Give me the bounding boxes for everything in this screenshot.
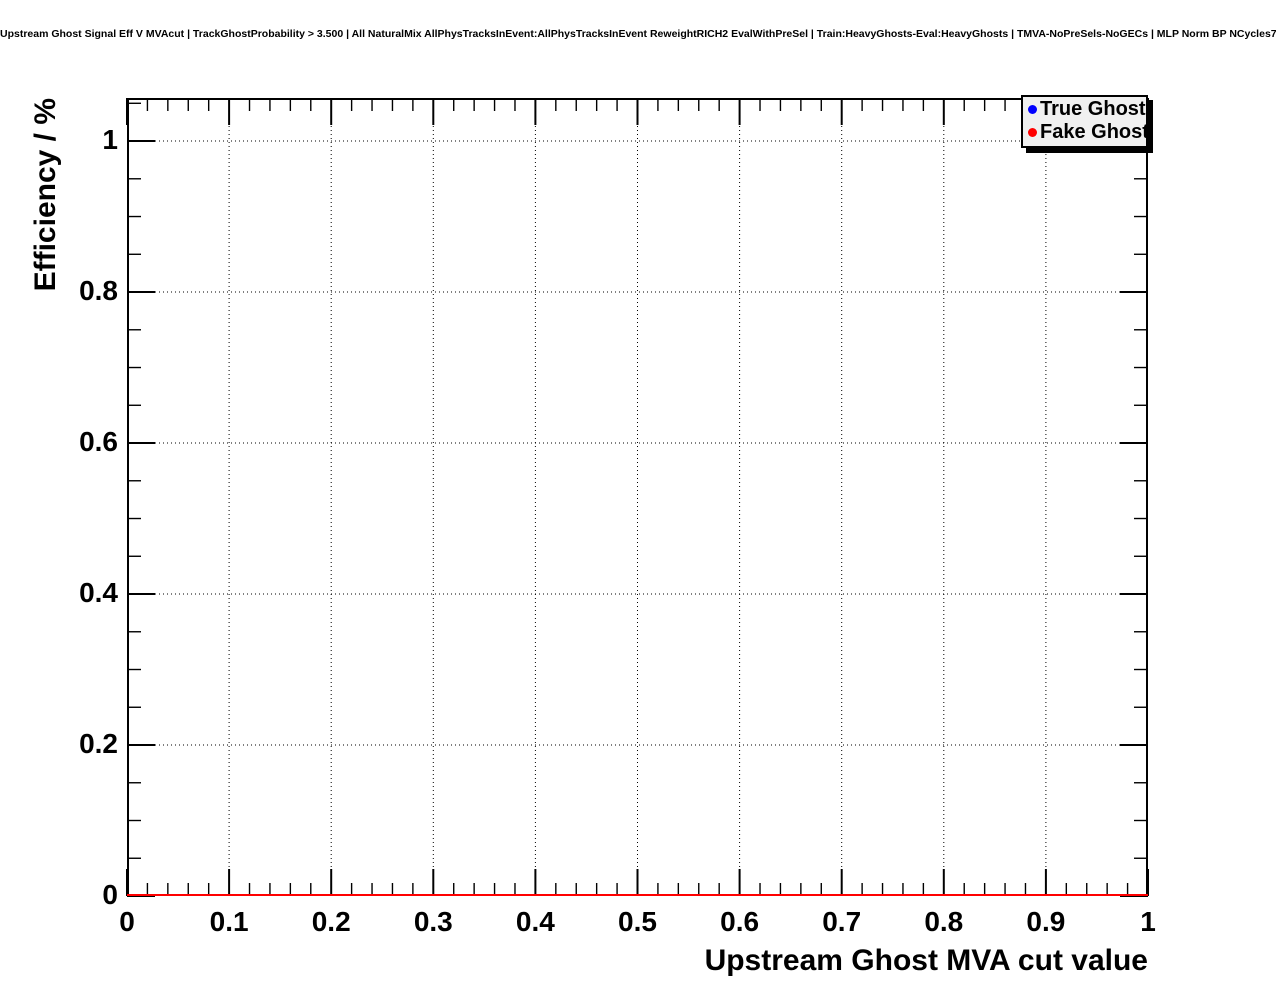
legend: True Ghost Fake Ghost	[1021, 95, 1149, 148]
plot-frame	[126, 98, 1149, 897]
x-tick-label: 0.9	[1026, 906, 1066, 937]
legend-marker-true-ghost-icon	[1028, 105, 1037, 114]
legend-entry-true-ghost: True Ghost	[1023, 98, 1146, 121]
y-tick-label: 0.4	[79, 577, 118, 608]
y-tick-label: 0	[102, 879, 118, 910]
legend-label-fake-ghost: Fake Ghost	[1040, 121, 1149, 143]
y-tick-label: 0.8	[79, 275, 118, 307]
x-tick-label: 0.2	[311, 906, 351, 937]
x-tick-label: 0.1	[209, 906, 249, 937]
x-tick-label: 0.3	[413, 906, 453, 937]
x-tick-label: 0.8	[924, 906, 964, 937]
chart-canvas	[126, 98, 1149, 897]
plot-title: Upstream Ghost Signal Eff V MVAcut | Tra…	[0, 28, 1276, 40]
x-tick-label: 0.5	[618, 906, 657, 937]
y-tick-label: 0.2	[79, 728, 118, 759]
x-axis-title: Upstream Ghost MVA cut value	[704, 944, 1148, 977]
x-tick-label: 0.7	[822, 906, 862, 937]
legend-marker-fake-ghost-icon	[1028, 128, 1037, 137]
x-tick-label: 0	[119, 906, 135, 937]
legend-entry-fake-ghost: Fake Ghost	[1023, 121, 1149, 144]
x-tick-label: 0.6	[720, 906, 760, 937]
x-tick-label: 1	[1140, 906, 1156, 937]
legend-label-true-ghost: True Ghost	[1040, 98, 1146, 120]
x-tick-label: 0.4	[515, 906, 555, 937]
y-tick-label: 0.6	[79, 426, 118, 458]
y-tick-label: 1	[102, 124, 118, 156]
